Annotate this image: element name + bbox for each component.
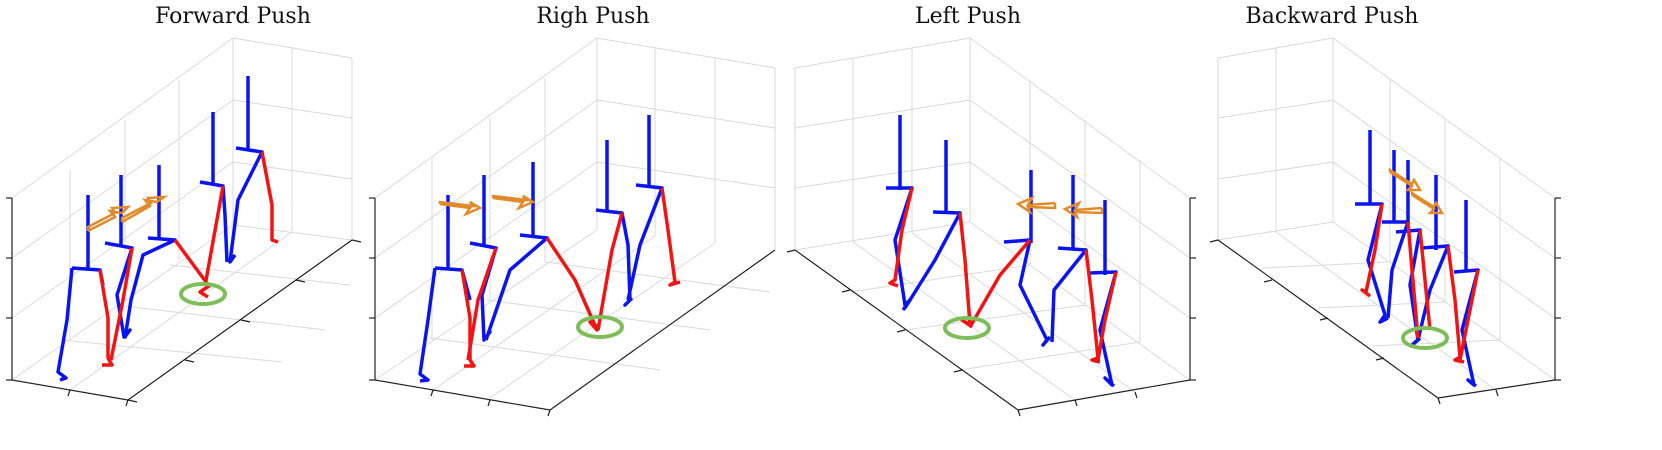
panel-backward <box>1209 37 1561 405</box>
axes-backward <box>1209 197 1561 405</box>
grid-right <box>374 37 776 399</box>
walker-forward <box>56 76 279 382</box>
axes-forward <box>6 197 362 407</box>
panel-title-right: Righ Push <box>536 4 650 29</box>
grid-backward <box>1217 37 1556 391</box>
foot-target-forward <box>179 282 227 306</box>
foot-target-left <box>943 316 991 340</box>
panel-title-backward: Backward Push <box>1245 4 1419 29</box>
push-arrow-left <box>1015 195 1104 221</box>
axes-right <box>369 197 776 417</box>
panel-right <box>369 37 776 417</box>
panel-title-left: Left Push <box>914 4 1022 29</box>
grid-left <box>794 37 1191 401</box>
panel-title-forward: Forward Push <box>155 4 311 29</box>
foot-target-right <box>576 315 624 339</box>
push-arrow-backward <box>1388 167 1445 215</box>
walker-right <box>418 115 681 383</box>
push-arrow-right <box>438 194 536 217</box>
panel-left <box>786 37 1196 417</box>
push-arrow-forward <box>86 195 169 233</box>
foot-target-backward <box>1401 326 1449 350</box>
walker-left <box>886 115 1118 388</box>
panel-forward <box>6 37 362 407</box>
axes-left <box>786 197 1196 417</box>
